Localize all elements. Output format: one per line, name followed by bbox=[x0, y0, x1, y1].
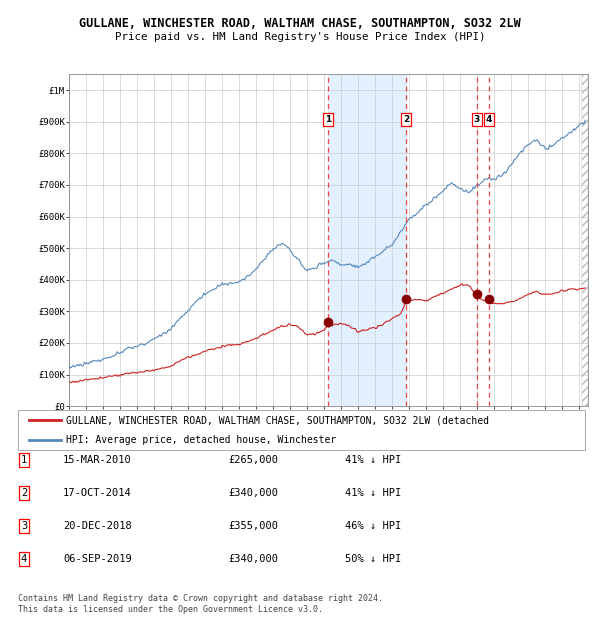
Bar bbox=[328, 74, 406, 406]
Text: Price paid vs. HM Land Registry's House Price Index (HPI): Price paid vs. HM Land Registry's House … bbox=[115, 32, 485, 42]
Text: 1: 1 bbox=[325, 115, 331, 123]
Text: Contains HM Land Registry data © Crown copyright and database right 2024.
This d: Contains HM Land Registry data © Crown c… bbox=[18, 595, 383, 614]
Text: £340,000: £340,000 bbox=[228, 488, 278, 498]
Text: 50% ↓ HPI: 50% ↓ HPI bbox=[345, 554, 401, 564]
Text: 2: 2 bbox=[403, 115, 409, 123]
Text: 3: 3 bbox=[474, 115, 480, 123]
Text: 41% ↓ HPI: 41% ↓ HPI bbox=[345, 488, 401, 498]
Text: 2: 2 bbox=[21, 488, 27, 498]
Text: £265,000: £265,000 bbox=[228, 455, 278, 465]
Text: HPI: Average price, detached house, Winchester: HPI: Average price, detached house, Winc… bbox=[66, 435, 337, 445]
Text: 4: 4 bbox=[486, 115, 492, 123]
Text: 3: 3 bbox=[21, 521, 27, 531]
Text: 46% ↓ HPI: 46% ↓ HPI bbox=[345, 521, 401, 531]
Text: GULLANE, WINCHESTER ROAD, WALTHAM CHASE, SOUTHAMPTON, SO32 2LW (detached: GULLANE, WINCHESTER ROAD, WALTHAM CHASE,… bbox=[66, 415, 489, 425]
Text: GULLANE, WINCHESTER ROAD, WALTHAM CHASE, SOUTHAMPTON, SO32 2LW: GULLANE, WINCHESTER ROAD, WALTHAM CHASE,… bbox=[79, 17, 521, 30]
Text: £355,000: £355,000 bbox=[228, 521, 278, 531]
Text: 4: 4 bbox=[21, 554, 27, 564]
Text: 15-MAR-2010: 15-MAR-2010 bbox=[63, 455, 132, 465]
Text: 1: 1 bbox=[21, 455, 27, 465]
Text: 06-SEP-2019: 06-SEP-2019 bbox=[63, 554, 132, 564]
Text: 17-OCT-2014: 17-OCT-2014 bbox=[63, 488, 132, 498]
Text: £340,000: £340,000 bbox=[228, 554, 278, 564]
FancyBboxPatch shape bbox=[18, 410, 585, 449]
Text: 20-DEC-2018: 20-DEC-2018 bbox=[63, 521, 132, 531]
Text: 41% ↓ HPI: 41% ↓ HPI bbox=[345, 455, 401, 465]
